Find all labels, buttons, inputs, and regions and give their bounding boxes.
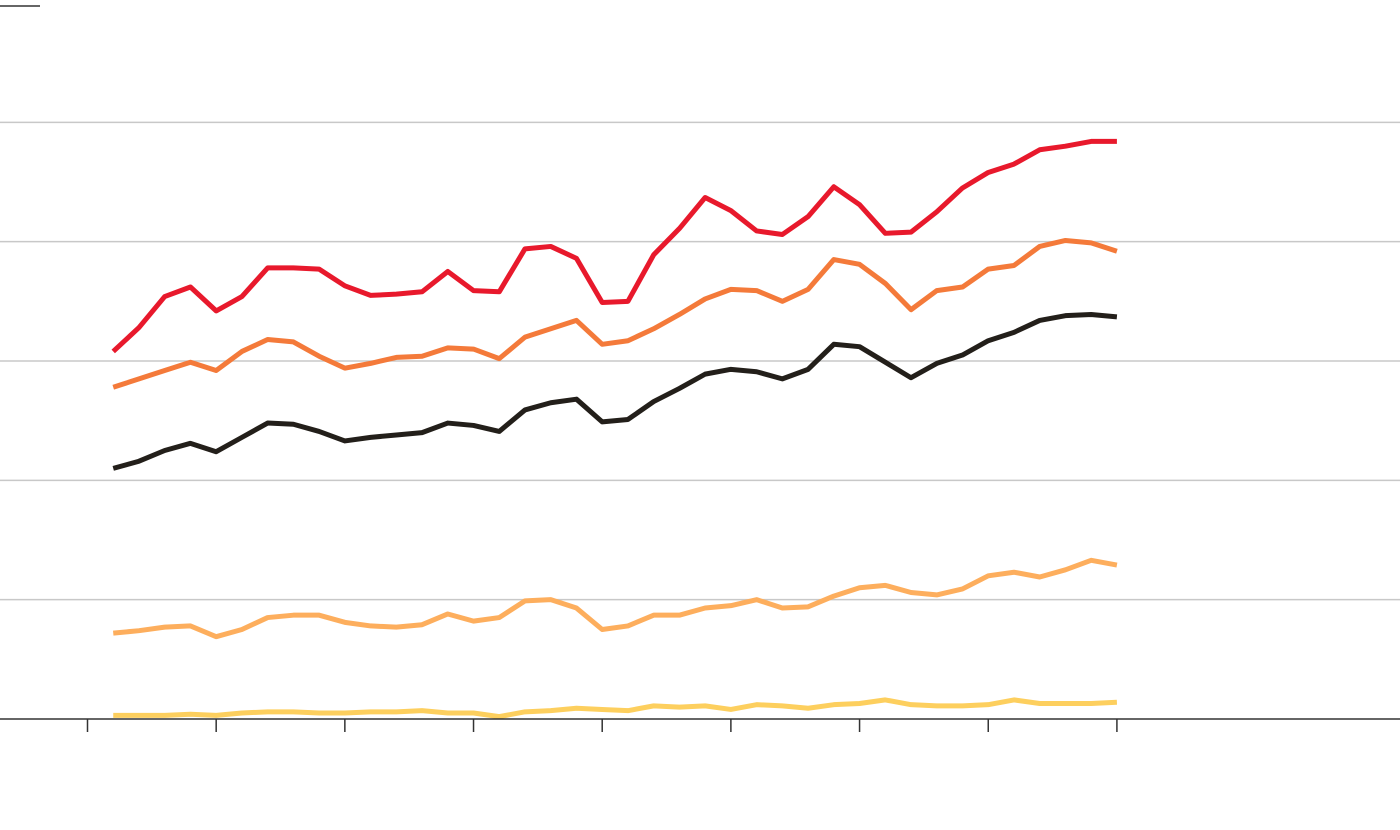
series-line <box>112 311 1118 471</box>
series-line <box>113 557 1118 640</box>
series-line <box>112 237 1118 390</box>
series-line <box>113 697 1118 720</box>
series-line <box>111 138 1117 354</box>
